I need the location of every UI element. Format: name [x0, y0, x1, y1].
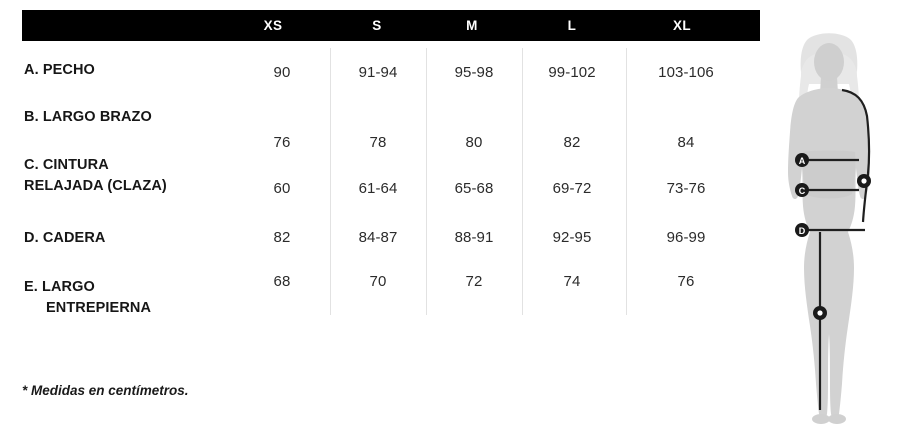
row-label-entrepierna-line1: E. LARGO — [24, 279, 95, 295]
size-chart-table: XS S M L XL A. PECHO 90 91-94 95-98 99-1… — [22, 10, 760, 398]
row-label-cadera-text: D. CADERA — [24, 230, 106, 246]
size-header-s: S — [372, 18, 382, 33]
cell-largo-brazo-xl: 84 — [677, 134, 695, 151]
cell-entrepierna-xs: 68 — [273, 273, 291, 290]
cell-pecho-m: 95-98 — [454, 64, 494, 81]
cell-pecho-l: 99-102 — [548, 64, 596, 81]
cell-cintura-xl: 73-76 — [666, 180, 706, 197]
cell-entrepierna-l: 74 — [563, 273, 581, 290]
cell-cintura-l: 69-72 — [552, 180, 592, 197]
cell-cadera-m: 88-91 — [454, 229, 494, 246]
measure-line-b — [841, 88, 871, 223]
row-label-largo-brazo-text: B. LARGO BRAZO — [24, 109, 152, 125]
cell-largo-brazo-l: 82 — [563, 134, 581, 151]
figure-body-icon — [788, 43, 870, 424]
cell-largo-brazo-s: 78 — [369, 134, 387, 151]
figure-marker-c-icon: C — [795, 183, 809, 197]
cell-cadera-s: 84-87 — [358, 229, 398, 246]
cell-largo-brazo-xs: 76 — [273, 134, 291, 151]
column-divider-2 — [426, 48, 427, 315]
svg-text:C: C — [799, 186, 806, 196]
column-divider-1 — [330, 48, 331, 315]
cell-entrepierna-xl: 76 — [677, 273, 695, 290]
cell-entrepierna-s: 70 — [369, 273, 387, 290]
cell-cintura-m: 65-68 — [454, 180, 494, 197]
cell-cintura-xs: 60 — [273, 180, 291, 197]
size-header-bar: XS S M L XL — [22, 10, 760, 41]
row-label-largo-brazo: B. LARGO BRAZO — [24, 107, 254, 128]
figure-marker-e-icon — [813, 306, 827, 320]
column-divider-3 — [522, 48, 523, 315]
row-label-cadera: D. CADERA — [24, 228, 254, 249]
row-label-largo-entrepierna: E. LARGO ENTREPIERNA — [24, 277, 254, 319]
cell-largo-brazo-m: 80 — [465, 134, 483, 151]
svg-text:A: A — [799, 156, 806, 166]
size-header-xl: XL — [672, 18, 692, 33]
figure-marker-b-icon — [857, 174, 871, 188]
figure-marker-a-icon: A — [795, 153, 809, 167]
cell-pecho-s: 91-94 — [358, 64, 398, 81]
svg-text:D: D — [799, 226, 806, 236]
cell-cadera-xs: 82 — [273, 229, 291, 246]
row-label-cintura-line1: C. CINTURA — [24, 157, 109, 173]
cell-cadera-l: 92-95 — [552, 229, 592, 246]
row-label-pecho: A. PECHO — [24, 60, 254, 81]
figure-marker-d-icon: D — [795, 223, 809, 237]
row-label-cintura-relajada: C. CINTURA RELAJADA (CLAZA) — [24, 155, 254, 197]
column-divider-4 — [626, 48, 627, 315]
cell-cadera-xl: 96-99 — [666, 229, 706, 246]
row-label-entrepierna-line2: ENTREPIERNA — [46, 300, 152, 317]
row-label-cintura-line2: RELAJADA (CLAZA) — [24, 178, 167, 195]
footnote-measurements: * Medidas en centímetros. — [22, 383, 189, 398]
cell-pecho-xs: 90 — [273, 64, 291, 81]
size-header-l: L — [567, 18, 577, 33]
size-header-xs: XS — [263, 18, 283, 33]
cell-entrepierna-m: 72 — [465, 273, 483, 290]
body-figure-illustration: A C D — [760, 0, 899, 447]
cell-cintura-s: 61-64 — [358, 180, 398, 197]
row-label-pecho-text: A. PECHO — [24, 62, 95, 78]
cell-pecho-xl: 103-106 — [658, 64, 714, 81]
size-header-m: M — [466, 18, 478, 33]
